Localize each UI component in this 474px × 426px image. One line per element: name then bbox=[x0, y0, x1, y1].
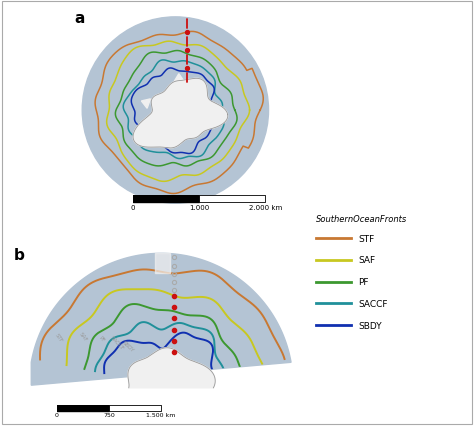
Polygon shape bbox=[174, 75, 184, 83]
Text: SAF: SAF bbox=[358, 256, 375, 265]
Text: PF: PF bbox=[98, 335, 106, 343]
Polygon shape bbox=[31, 254, 291, 385]
Text: 2.000 km: 2.000 km bbox=[249, 204, 282, 210]
Polygon shape bbox=[194, 81, 202, 90]
Polygon shape bbox=[141, 100, 150, 109]
Text: 0: 0 bbox=[55, 412, 59, 417]
Text: STF: STF bbox=[54, 332, 63, 343]
Text: STF: STF bbox=[358, 234, 374, 243]
Text: 750: 750 bbox=[103, 412, 115, 417]
Polygon shape bbox=[133, 79, 228, 149]
Text: SACCF: SACCF bbox=[109, 334, 125, 351]
Text: a: a bbox=[75, 12, 85, 26]
Text: b: b bbox=[13, 247, 24, 262]
Text: SACCF: SACCF bbox=[358, 299, 388, 308]
Text: SBDY: SBDY bbox=[358, 321, 382, 330]
Text: 0: 0 bbox=[130, 204, 135, 210]
Text: SBDY: SBDY bbox=[121, 339, 135, 353]
Text: PF: PF bbox=[358, 277, 369, 287]
Polygon shape bbox=[128, 348, 215, 388]
Text: 1.000: 1.000 bbox=[189, 204, 209, 210]
Text: SAF: SAF bbox=[78, 331, 88, 342]
Text: SouthernOceanFronts: SouthernOceanFronts bbox=[316, 214, 407, 223]
Text: 1.500 km: 1.500 km bbox=[146, 412, 176, 417]
Circle shape bbox=[82, 18, 269, 204]
